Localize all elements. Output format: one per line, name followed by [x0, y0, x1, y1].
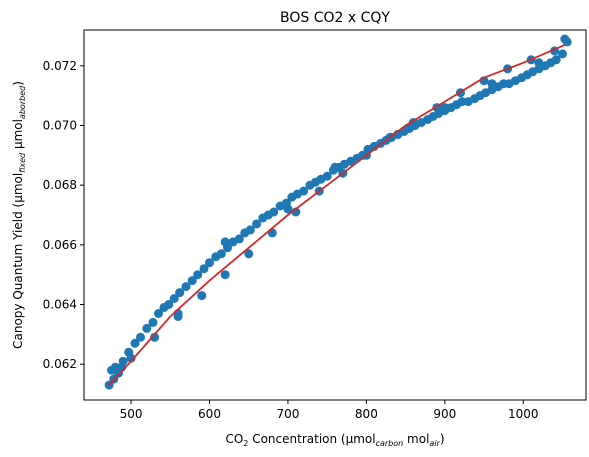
data-point	[562, 37, 572, 47]
x-label-sub: air	[429, 439, 440, 448]
data-point	[457, 97, 467, 107]
data-point	[126, 353, 136, 363]
data-point	[269, 207, 279, 217]
data-point	[181, 282, 191, 292]
data-point	[130, 338, 140, 348]
x-label-part: mol	[403, 432, 429, 446]
x-tick-label: 600	[198, 407, 221, 421]
data-point	[252, 219, 262, 229]
y-tick-label: 0.070	[43, 118, 77, 132]
data-point	[148, 317, 158, 327]
data-point	[245, 225, 255, 235]
data-point	[216, 249, 226, 259]
fit-line	[108, 44, 566, 386]
y-tick-label: 0.066	[43, 238, 77, 252]
data-point	[142, 323, 152, 333]
data-point	[551, 55, 561, 65]
y-label-part: µmol	[11, 119, 25, 153]
data-point	[330, 162, 340, 172]
data-point	[220, 270, 230, 280]
plot-area-frame	[83, 29, 587, 401]
data-point	[558, 49, 567, 59]
data-point	[187, 276, 197, 286]
data-point	[154, 309, 163, 318]
y-tick-label: 0.068	[43, 178, 77, 192]
y-label-part: Canopy Quantum Yield (µmol	[11, 173, 25, 349]
x-axis-label: CO2 Concentration (µmolcarbon molair)	[225, 432, 444, 448]
data-point	[234, 234, 244, 244]
x-tick-label: 1000	[508, 407, 539, 421]
x-tick-label: 500	[120, 407, 143, 421]
data-point	[164, 300, 174, 309]
x-tick-label: 900	[433, 407, 456, 421]
y-tick-label: 0.072	[43, 59, 77, 73]
y-label-sub: fixed	[18, 152, 27, 173]
x-tick-label: 700	[276, 407, 299, 421]
x-label-part: CO	[225, 432, 243, 446]
data-point	[205, 258, 214, 268]
data-point	[220, 237, 230, 247]
data-point	[193, 270, 203, 280]
data-point	[322, 171, 332, 181]
data-point	[199, 264, 209, 274]
y-tick-label: 0.062	[43, 357, 77, 371]
x-label-part: Concentration (µmol	[248, 432, 375, 446]
data-point	[136, 332, 145, 342]
data-point	[197, 291, 207, 301]
x-label-part: )	[440, 432, 445, 446]
data-point	[487, 79, 497, 89]
plot-data	[104, 34, 572, 390]
data-point	[150, 332, 160, 342]
data-point	[244, 249, 254, 259]
x-label-sub: carbon	[376, 439, 404, 448]
y-axis-label: Canopy Quantum Yield (µmolfixed µmolabor…	[11, 81, 27, 349]
x-label-sub: 2	[243, 439, 248, 448]
data-point	[283, 204, 293, 214]
y-tick-label: 0.064	[43, 298, 77, 312]
y-axis-ticks: 0.062 0.064 0.066 0.068 0.070 0.072	[43, 59, 84, 371]
y-label-sub: aborbed	[18, 85, 27, 119]
x-axis-ticks: 500 600 700 800 900 1000	[120, 400, 539, 421]
data-point	[440, 103, 450, 113]
data-point	[534, 58, 544, 68]
data-point	[175, 288, 185, 298]
chart-title: BOS CO2 x CQY	[280, 10, 390, 26]
y-label-part: )	[11, 81, 25, 86]
x-tick-label: 800	[355, 407, 378, 421]
data-point	[299, 186, 309, 196]
data-point	[169, 294, 179, 303]
